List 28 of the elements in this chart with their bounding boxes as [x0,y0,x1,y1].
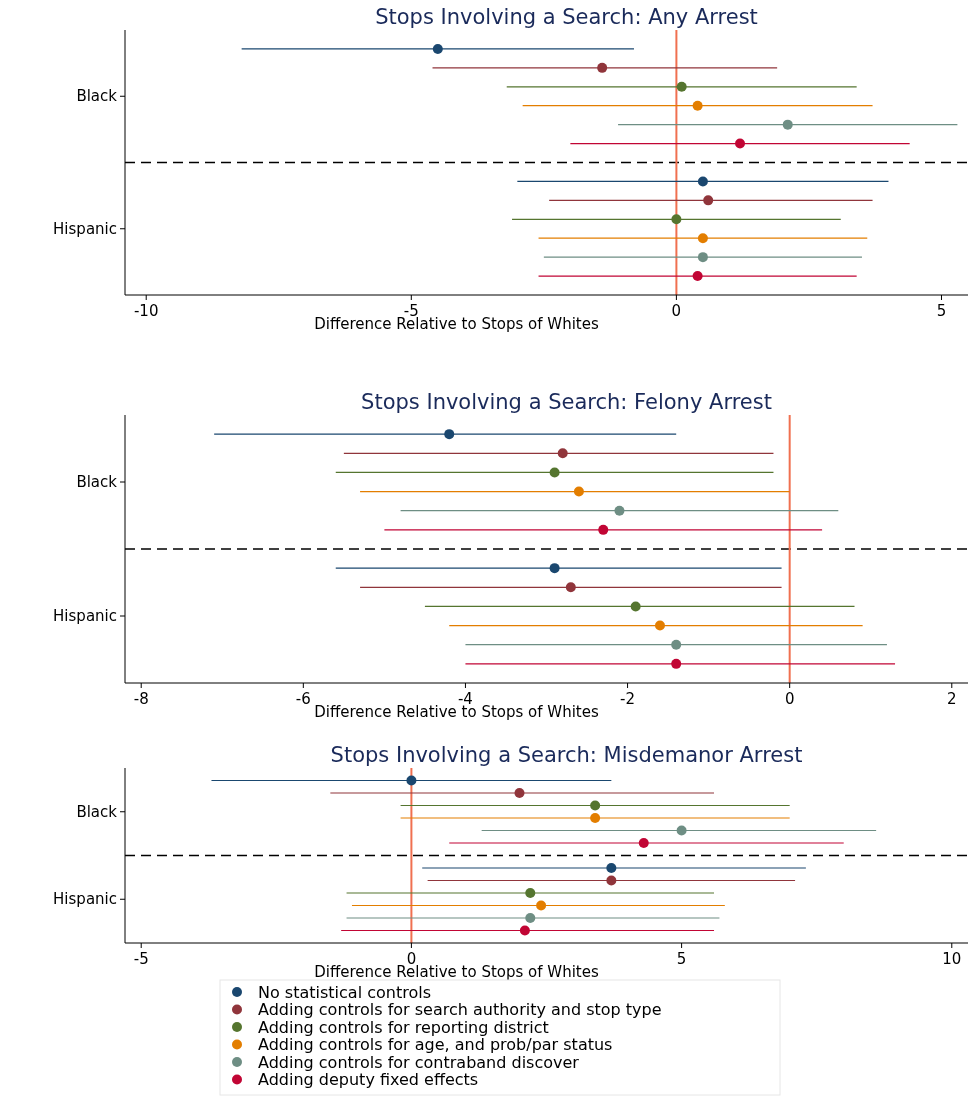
legend-label: Adding controls for age, and prob/par status [258,1035,613,1054]
y-tick-label: Hispanic [53,890,117,909]
legend-label: Adding controls for contraband discover [258,1052,580,1072]
chart-title: Stops Involving a Search: Misdemanor Arrest [330,743,803,767]
x-axis-title: Difference Relative to Stops of Whites [314,703,599,721]
x-tick-label: 5 [936,302,947,320]
legend-label: No statistical controls [258,982,431,1002]
x-tick-label: 5 [676,950,687,968]
x-tick-label: -8 [133,690,149,708]
x-tick-label: -2 [620,690,636,708]
y-tick-label: Black [76,802,118,821]
x-tick-label: 0 [784,690,795,708]
chart-title: Stops Involving a Search: Any Arrest [375,5,758,29]
x-axis-title: Difference Relative to Stops of Whites [314,315,599,333]
legend-label: Adding deputy fixed effects [258,1070,479,1089]
x-tick-label: 10 [942,950,962,968]
x-tick-label: -6 [295,690,311,708]
x-tick-label: -5 [133,950,149,968]
x-tick-label: 0 [671,302,682,320]
legend-label: Adding controls for reporting district [258,1017,549,1037]
chart-title: Stops Involving a Search: Felony Arrest [361,390,772,414]
y-tick-label: Hispanic [53,607,117,625]
y-tick-label: Hispanic [53,219,117,238]
x-tick-label: 2 [947,690,957,708]
y-tick-label: Black [76,87,118,106]
legend-label: Adding controls for search authority and stop type [258,1000,662,1019]
x-tick-label: -10 [133,302,159,320]
y-tick-label: Black [76,473,118,491]
